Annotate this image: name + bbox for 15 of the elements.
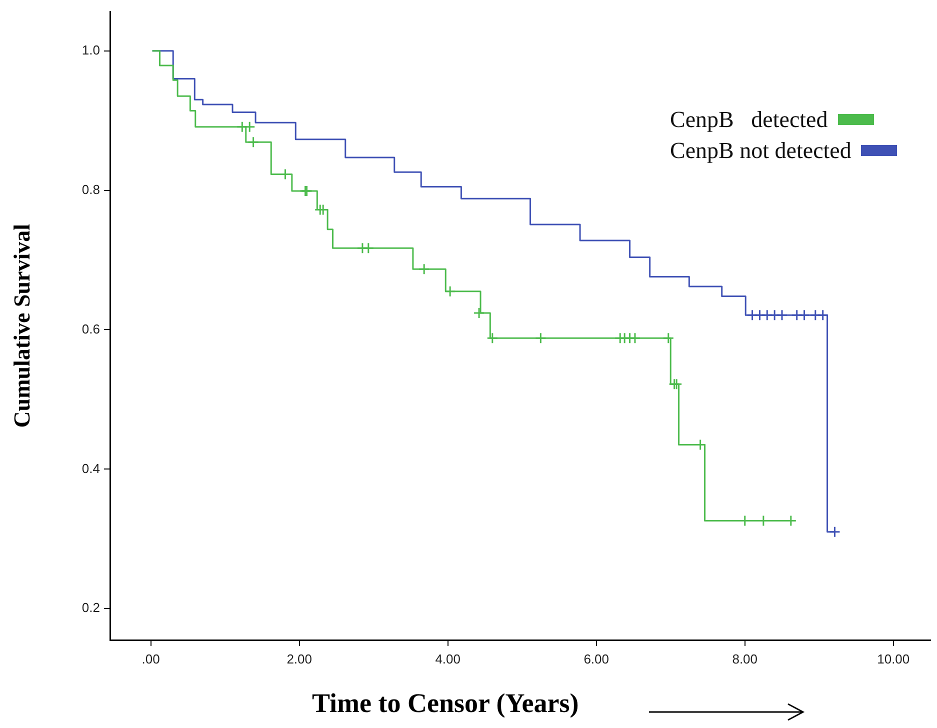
y-tick-label: 1.0 xyxy=(82,42,100,58)
y-axis-title: Cumulative Survival xyxy=(10,224,35,428)
x-tick-label: 10.00 xyxy=(877,651,910,666)
x-tick-label: 4.00 xyxy=(435,651,461,666)
y-tick-label: 0.6 xyxy=(82,321,100,336)
y-tick-label: 0.8 xyxy=(82,182,100,197)
y-tick-label: 0.4 xyxy=(82,460,100,476)
x-tick-label: 8.00 xyxy=(732,651,758,666)
x-tick-label: 6.00 xyxy=(584,651,610,666)
legend-label: CenpB detected xyxy=(670,106,828,132)
x-tick-label: .00 xyxy=(142,651,160,666)
legend-label: CenpB not detected xyxy=(670,138,852,164)
x-tick-label: 2.00 xyxy=(286,651,312,666)
y-tick-label: 0.2 xyxy=(82,600,100,616)
x-axis-title: Time to Censor (Years) xyxy=(312,688,579,719)
